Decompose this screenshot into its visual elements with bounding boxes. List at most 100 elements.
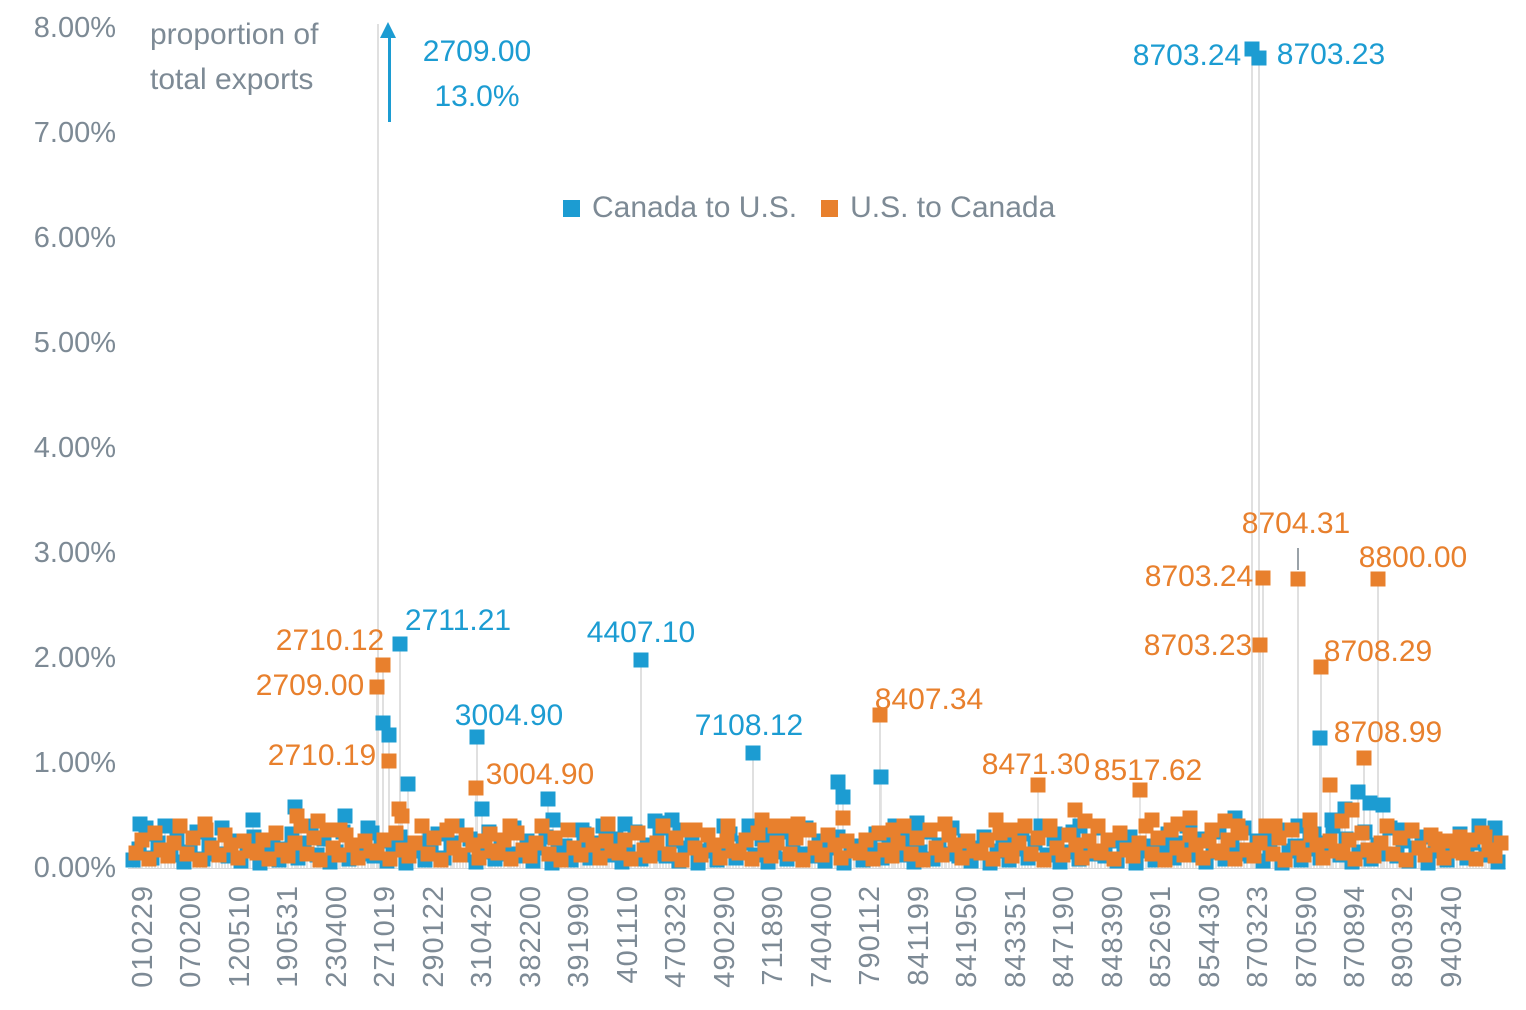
legend-swatch-blue [563, 199, 580, 217]
data-point-us-to-canada [782, 846, 798, 862]
data-point-us-to-canada [1373, 835, 1389, 851]
data-point-us-to-canada [835, 810, 851, 826]
data-point-us-to-canada [444, 818, 460, 834]
data-point-canada-to-us [1362, 795, 1378, 811]
data-point-us-to-canada [147, 825, 163, 841]
y-tick-label: 4.00% [33, 432, 116, 464]
data-point-us-to-canada [1252, 637, 1268, 653]
data-label: 7108.12 [694, 709, 804, 742]
data-point-us-to-canada [885, 822, 901, 838]
data-point-us-to-canada [496, 832, 512, 848]
data-point-us-to-canada [903, 846, 919, 862]
data-point-us-to-canada [750, 825, 766, 841]
data-point-us-to-canada [1144, 812, 1160, 828]
data-point-us-to-canada [369, 679, 385, 695]
data-point-us-to-canada [915, 852, 931, 868]
data-label: 8517.62 [1093, 754, 1203, 787]
x-tick-label: 940340 [1435, 885, 1468, 988]
data-point-us-to-canada [414, 818, 430, 834]
x-tick-label: 711890 [757, 885, 790, 986]
stem [1377, 579, 1379, 868]
data-point-us-to-canada [858, 832, 874, 848]
data-point-us-to-canada [592, 850, 608, 865]
data-point-us-to-canada [687, 822, 703, 838]
data-point-canada-to-us [1251, 50, 1267, 66]
data-point-us-to-canada [1265, 846, 1281, 862]
data-point-us-to-canada [1267, 818, 1283, 834]
data-point-us-to-canada [331, 847, 347, 863]
data-point-us-to-canada [1398, 852, 1414, 868]
data-point-us-to-canada [1017, 818, 1033, 834]
data-point-us-to-canada [1204, 822, 1220, 838]
data-point-us-to-canada [668, 830, 684, 846]
data-point-canada-to-us [375, 715, 391, 731]
data-point-canada-to-us [617, 816, 633, 832]
legend-label-canada-to-us: Canada to U.S. [592, 191, 798, 224]
x-tick-label: 010229 [127, 885, 159, 988]
data-point-us-to-canada [197, 816, 213, 832]
data-point-us-to-canada [547, 830, 563, 846]
data-point-us-to-canada [192, 852, 207, 868]
data-point-us-to-canada [954, 850, 969, 865]
data-label: 2710.19 [267, 739, 377, 772]
data-point-us-to-canada [1023, 846, 1039, 862]
data-point-us-to-canada [289, 808, 305, 823]
data-point-us-to-canada [769, 835, 785, 851]
data-point-us-to-canada [528, 835, 544, 851]
data-point-us-to-canada [1468, 851, 1484, 867]
data-point-us-to-canada [1302, 812, 1318, 828]
data-point-us-to-canada [934, 847, 950, 863]
data-point-us-to-canada [623, 851, 639, 867]
data-point-us-to-canada [1144, 846, 1160, 862]
offscale-arrow-label: 13.0% [434, 80, 520, 113]
data-point-us-to-canada [1436, 850, 1452, 865]
data-point-us-to-canada [1125, 848, 1141, 864]
x-tick-label: 190531 [272, 885, 305, 988]
data-point-us-to-canada [230, 850, 246, 865]
data-point-us-to-canada [754, 812, 770, 828]
stem [1297, 579, 1299, 868]
data-point-us-to-canada [731, 845, 747, 861]
data-point-us-to-canada [1379, 818, 1395, 834]
data-point-us-to-canada [1290, 571, 1306, 587]
data-point-us-to-canada [426, 830, 442, 846]
data-point-us-to-canada [375, 657, 391, 673]
data-point-us-to-canada [1217, 813, 1233, 829]
data-label: 8703.23 [1276, 38, 1386, 71]
data-point-us-to-canada [312, 852, 328, 868]
data-point-us-to-canada [1100, 832, 1116, 848]
data-point-us-to-canada [268, 825, 284, 841]
data-point-us-to-canada [795, 852, 811, 868]
data-point-us-to-canada [661, 846, 677, 862]
data-label: 8708.99 [1333, 716, 1443, 749]
data-point-us-to-canada [1284, 822, 1300, 838]
data-point-us-to-canada [1055, 847, 1071, 863]
x-tick-label: 870894 [1339, 885, 1371, 988]
data-point-us-to-canada [1370, 571, 1386, 587]
data-point-canada-to-us [909, 815, 925, 831]
legend-item-us-to-canada: U.S. to Canada [821, 191, 1055, 225]
data-point-us-to-canada [1002, 822, 1018, 838]
x-tick-label: 391990 [563, 885, 596, 988]
data-point-us-to-canada [1487, 848, 1503, 864]
data-point-us-to-canada [128, 845, 144, 861]
stem [1258, 58, 1260, 868]
y-tick-label: 0.00% [33, 852, 116, 884]
data-point-us-to-canada [1220, 832, 1236, 848]
data-label: 8703.23 [1143, 629, 1253, 662]
data-point-us-to-canada [166, 835, 182, 851]
x-tick-label: 230400 [320, 885, 353, 988]
data-label: 3004.90 [454, 699, 564, 732]
data-point-us-to-canada [1011, 835, 1027, 851]
data-point-us-to-canada [712, 850, 728, 865]
data-point-us-to-canada [211, 847, 227, 863]
x-tick-label: 847190 [1048, 885, 1081, 988]
leader-line [1297, 548, 1299, 570]
stem [1363, 757, 1365, 868]
data-point-us-to-canada [1182, 810, 1198, 826]
data-point-us-to-canada [1188, 837, 1204, 853]
data-point-us-to-canada [573, 847, 588, 863]
data-label: 8703.24 [1132, 39, 1242, 72]
data-point-us-to-canada [223, 837, 239, 853]
